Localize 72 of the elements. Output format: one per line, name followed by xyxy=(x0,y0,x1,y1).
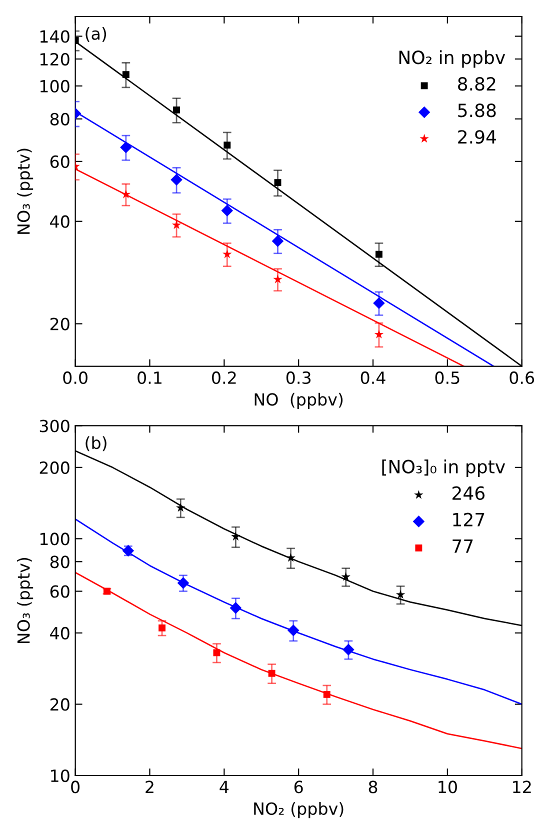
legend-label: 5.88 xyxy=(458,104,496,118)
point xyxy=(341,572,350,581)
x-axis-title: NO (ppbv) xyxy=(254,392,343,409)
y-tick-label: 10 xyxy=(51,769,70,782)
annotation: (b) xyxy=(86,436,106,452)
y-tick-label: 120 xyxy=(40,52,70,66)
legend-title: [NO₃]₀ in pptv xyxy=(382,459,506,477)
x-tick-label: 0.0 xyxy=(63,371,88,384)
x-tick-label: 2 xyxy=(146,780,154,794)
point xyxy=(177,577,190,589)
point xyxy=(287,624,300,636)
point xyxy=(122,71,130,78)
legend-label: 246 xyxy=(452,486,485,500)
point xyxy=(373,297,385,309)
point xyxy=(221,204,234,217)
legend-label: 2.94 xyxy=(458,130,496,144)
annotation: (a) xyxy=(86,27,106,42)
x-tick-label: 0.4 xyxy=(360,371,386,384)
y-tick-label: 100 xyxy=(40,80,70,93)
point xyxy=(121,190,131,198)
point xyxy=(172,220,182,230)
point xyxy=(222,249,232,258)
y-tick-label: 60 xyxy=(50,585,70,598)
point xyxy=(230,602,242,614)
y-tick-label: 80 xyxy=(50,556,70,568)
x-tick-label: 12 xyxy=(513,780,531,794)
legend-label: 127 xyxy=(453,512,484,526)
x-tick-label: 0.1 xyxy=(138,371,162,384)
x-tick-label: 0.2 xyxy=(212,371,236,384)
y-tick-label: 80 xyxy=(50,112,70,126)
x-tick-label: 4 xyxy=(220,780,229,794)
point xyxy=(342,644,354,656)
x-tick-label: 6 xyxy=(294,780,303,794)
point xyxy=(268,670,276,677)
point xyxy=(396,590,406,599)
y-axis-title: NO₃ (pptv) xyxy=(16,148,34,234)
y-tick-label: 20 xyxy=(50,698,70,711)
x-tick-label: 8 xyxy=(368,780,378,794)
x-tick-label: 0.6 xyxy=(510,371,534,384)
point xyxy=(158,624,166,632)
x-tick-label: 0.5 xyxy=(435,371,460,384)
y-tick-label: 140 xyxy=(40,30,70,43)
y-tick-label: 60 xyxy=(50,155,70,168)
point xyxy=(120,141,132,154)
point xyxy=(375,250,382,258)
line-series xyxy=(75,572,522,750)
x-axis-title: NO₂ (ppbv) xyxy=(254,802,344,818)
y-tick-label: 100 xyxy=(40,532,70,546)
legend-label: 8.82 xyxy=(458,77,496,91)
legend-label: 77 xyxy=(452,540,473,553)
point xyxy=(374,330,384,338)
point xyxy=(273,274,282,284)
y-axis-title: NO₃ (pptv) xyxy=(16,558,34,644)
y-tick-label: 300 xyxy=(40,420,70,432)
point xyxy=(173,106,180,114)
x-tick-label: 0 xyxy=(71,780,80,794)
y-tick-label: 20 xyxy=(50,318,70,330)
point xyxy=(231,532,240,541)
legend-title: NO₂ in ppbv xyxy=(399,50,506,68)
y-tick-label: 40 xyxy=(50,626,70,640)
point xyxy=(213,649,220,656)
point xyxy=(286,553,296,562)
x-tick-label: 10 xyxy=(438,780,457,794)
y-tick-label: 200 xyxy=(40,461,70,474)
point xyxy=(224,142,231,149)
point xyxy=(272,235,284,247)
x-tick-label: 0.3 xyxy=(286,371,311,384)
point xyxy=(170,174,182,186)
point xyxy=(274,179,282,186)
point xyxy=(176,502,186,512)
y-tick-label: 40 xyxy=(50,215,70,228)
point xyxy=(323,690,330,698)
